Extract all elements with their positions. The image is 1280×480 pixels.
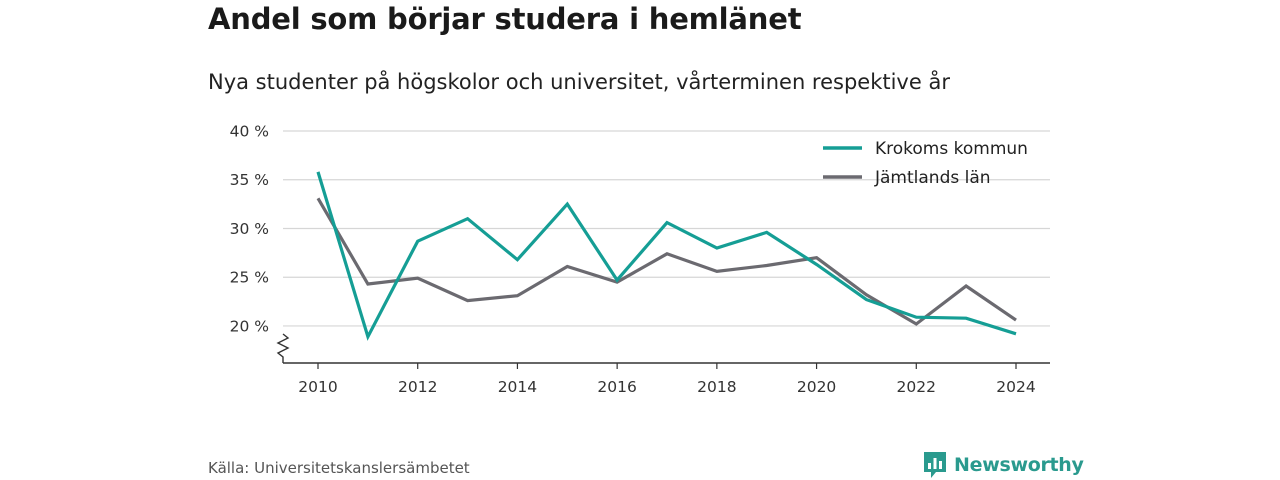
chart-subtitle: Nya studenter på högskolor och universit…	[208, 70, 950, 94]
brand-name: Newsworthy	[954, 454, 1084, 476]
legend: Krokoms kommun Jämtlands län	[823, 139, 1028, 188]
source-note: Källa: Universitetskanslersämbetet	[208, 459, 470, 477]
y-tick-label: 25 %	[230, 269, 269, 287]
legend-label: Krokoms kommun	[875, 139, 1028, 159]
x-tick-label: 2012	[398, 378, 437, 396]
bar-chart-logo-icon	[924, 452, 946, 478]
x-tick-label: 2018	[697, 378, 736, 396]
y-tick-label: 30 %	[230, 220, 269, 238]
x-tick-label: 2022	[897, 378, 936, 396]
line-chart: 40 %35 %30 %25 %20 % 2010 2012 2014 2016 201…	[230, 123, 1050, 396]
series-line-jamtlands-lan	[316, 197, 1017, 326]
brand-logo[interactable]: Newsworthy	[922, 450, 1084, 480]
x-tick-label: 2014	[498, 378, 537, 396]
y-tick-label: 40 %	[230, 123, 269, 141]
x-tick-label: 2016	[597, 378, 636, 396]
series-lines	[316, 171, 1017, 341]
x-tick-label: 2020	[797, 378, 836, 396]
y-tick-label: 20 %	[230, 317, 269, 335]
legend-label: Jämtlands län	[874, 168, 991, 188]
x-axis: 2010 2012 2014 2016 2018 2020 2022 2024	[283, 362, 1050, 396]
series-line-krokoms-kommun	[316, 171, 1017, 341]
chart-title: Andel som börjar studera i hemlänet	[208, 2, 802, 36]
y-tick-label: 35 %	[230, 171, 269, 189]
x-tick-label: 2024	[996, 378, 1035, 396]
y-axis-ticks: 40 % 35 % 30 % 25 % 20 %	[230, 123, 290, 363]
gridlines	[283, 130, 1050, 327]
y-axis-break-icon	[276, 333, 290, 363]
x-tick-label: 2010	[298, 378, 337, 396]
